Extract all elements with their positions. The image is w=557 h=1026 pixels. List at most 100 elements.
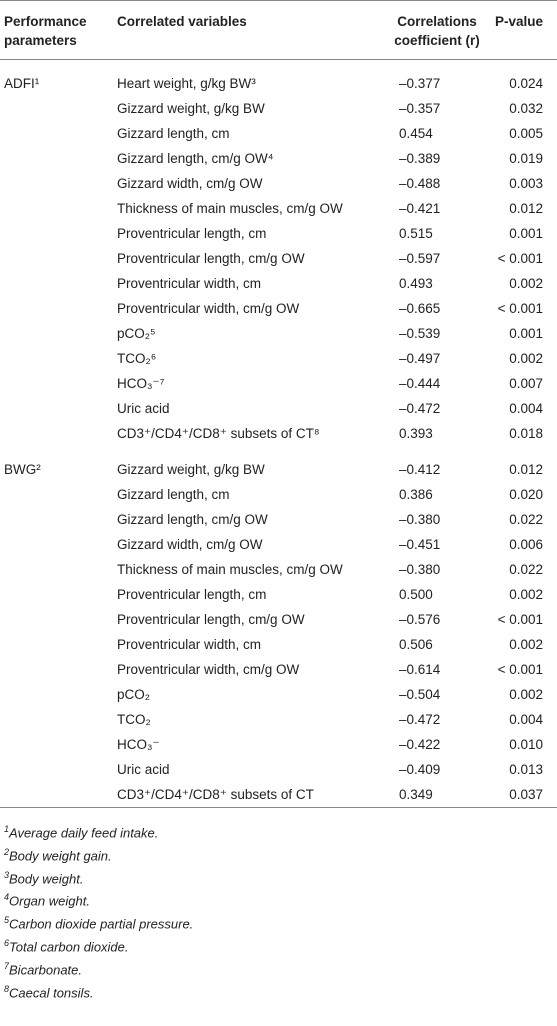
variable-cell: CD3⁺/CD4⁺/CD8⁺ subsets of CT — [117, 787, 314, 802]
table-row: Proventricular width, cm 0.493 0.002 — [0, 271, 557, 296]
data-table: Performance parameters Correlated variab… — [0, 0, 557, 808]
footnote-mark: 2 — [4, 846, 10, 857]
footnote-text: Total carbon dioxide. — [9, 939, 129, 955]
coefficient-cell: 0.506 — [399, 637, 433, 652]
table-row: HCO₃⁻ –0.422 0.010 — [0, 732, 557, 757]
table-row: pCO₂ –0.504 0.002 — [0, 682, 557, 707]
variable-cell: Proventricular width, cm — [117, 276, 262, 291]
variable-cell: CD3⁺/CD4⁺/CD8⁺ subsets of CT⁸ — [117, 426, 320, 441]
parameter-cell — [0, 271, 113, 296]
footnote-text: Caecal tonsils. — [9, 985, 94, 1001]
table-row: BWG² Gizzard weight, g/kg BW –0.412 0.012 — [0, 446, 557, 482]
p-value-cell: 0.002 — [509, 687, 543, 702]
table-row: Proventricular length, cm 0.500 0.002 — [0, 582, 557, 607]
parameter-cell — [0, 146, 113, 171]
footnote-mark: 6 — [4, 938, 10, 949]
variable-cell: HCO₃⁻ — [117, 737, 160, 752]
footnote-text: Average daily feed intake. — [9, 825, 159, 841]
coefficient-cell: –0.422 — [399, 737, 441, 752]
table-row: Thickness of main muscles, cm/g OW –0.380… — [0, 557, 557, 582]
p-value-cell: 0.002 — [509, 351, 543, 366]
table-row: Proventricular length, cm 0.515 0.001 — [0, 221, 557, 246]
coefficient-cell: –0.444 — [399, 376, 441, 391]
p-value-cell: 0.013 — [509, 762, 543, 777]
variable-cell: Proventricular length, cm/g OW — [117, 612, 305, 627]
parameter-cell — [0, 582, 113, 607]
table-row: Proventricular width, cm 0.506 0.002 — [0, 632, 557, 657]
parameter-cell — [0, 396, 113, 421]
header-cell: P-value — [494, 14, 543, 29]
variable-cell: Gizzard length, cm — [117, 126, 230, 141]
table-row: Gizzard length, cm 0.386 0.020 — [0, 482, 557, 507]
p-value-cell: 0.002 — [509, 587, 543, 602]
parameter-cell — [0, 532, 113, 557]
variable-cell: Uric acid — [117, 762, 170, 777]
parameter-cell — [0, 296, 113, 321]
footnote: 2Body weight gain. — [4, 843, 553, 866]
coefficient-cell: –0.357 — [399, 101, 441, 116]
parameter-cell — [0, 507, 113, 532]
table-row: Proventricular length, cm/g OW –0.576 < 0.… — [0, 607, 557, 632]
coefficient-cell: –0.472 — [399, 401, 441, 416]
variable-cell: TCO₂⁶ — [117, 351, 157, 366]
variable-cell: Gizzard length, cm — [117, 487, 230, 502]
parameter-cell: BWG² — [4, 462, 41, 477]
p-value-cell: 0.022 — [509, 562, 543, 577]
coefficient-cell: –0.472 — [399, 712, 441, 727]
table-row: TCO₂ –0.472 0.004 — [0, 707, 557, 732]
coefficient-cell: –0.504 — [399, 687, 441, 702]
footnotes: 1Average daily feed intake. 2Body weight … — [0, 808, 557, 1003]
coefficient-cell: –0.488 — [399, 176, 441, 191]
table-row: HCO₃⁻⁷ –0.444 0.007 — [0, 371, 557, 396]
table-row: Thickness of main muscles, cm/g OW –0.421… — [0, 196, 557, 221]
coefficient-cell: 0.493 — [399, 276, 433, 291]
parameter-cell — [0, 757, 113, 782]
footnote: 3Body weight. — [4, 866, 553, 889]
parameter-cell — [0, 96, 113, 121]
variable-cell: pCO₂⁵ — [117, 326, 156, 341]
coefficient-cell: –0.421 — [399, 201, 441, 216]
coefficient-cell: 0.515 — [399, 226, 433, 241]
parameter-cell — [0, 196, 113, 221]
footnote: 4Organ weight. — [4, 888, 553, 911]
p-value-cell: < 0.001 — [497, 251, 543, 266]
parameter-cell — [0, 557, 113, 582]
p-value-cell: 0.001 — [509, 226, 543, 241]
parameter-cell — [0, 321, 113, 346]
p-value-cell: 0.007 — [509, 376, 543, 391]
footnote-text: Body weight gain. — [9, 848, 112, 864]
coefficient-cell: –0.539 — [399, 326, 441, 341]
footnote-mark: 1 — [4, 824, 10, 834]
header-row: Performance parameters Correlated variab… — [0, 0, 557, 60]
table-body: ADFI¹ Heart weight, g/kg BW³ –0.377 0.024 Gi… — [0, 60, 557, 808]
footnote-mark: 3 — [4, 869, 10, 880]
footnote-mark: 7 — [4, 960, 10, 971]
parameter-cell — [0, 607, 113, 632]
variable-cell: HCO₃⁻⁷ — [117, 376, 165, 391]
coefficient-cell: –0.412 — [399, 462, 441, 477]
coefficient-cell: 0.393 — [399, 426, 433, 441]
variable-cell: pCO₂ — [117, 687, 150, 702]
table-row: Proventricular length, cm/g OW –0.597 < 0.… — [0, 246, 557, 271]
variable-cell: Gizzard weight, g/kg BW — [117, 101, 265, 116]
parameter-cell — [0, 632, 113, 657]
variable-cell: Gizzard width, cm/g OW — [117, 537, 263, 552]
table-row: Proventricular width, cm/g OW –0.614 < 0.0… — [0, 657, 557, 682]
p-value-cell: 0.032 — [509, 101, 543, 116]
table-row: TCO₂⁶ –0.497 0.002 — [0, 346, 557, 371]
variable-cell: Thickness of main muscles, cm/g OW — [117, 201, 343, 216]
parameter-cell — [0, 246, 113, 271]
footnote: 7Bicarbonate. — [4, 957, 553, 980]
p-value-cell: 0.012 — [509, 462, 543, 477]
coefficient-cell: –0.576 — [399, 612, 441, 627]
table-row: Uric acid –0.409 0.013 — [0, 757, 557, 782]
p-value-cell: 0.024 — [509, 76, 543, 91]
table-row: CD3⁺/CD4⁺/CD8⁺ subsets of CT 0.349 0.037 — [0, 782, 557, 808]
parameter-cell — [0, 707, 113, 732]
coefficient-cell: –0.497 — [399, 351, 441, 366]
variable-cell: Gizzard weight, g/kg BW — [117, 462, 265, 477]
table-row: Gizzard length, cm/g OW –0.380 0.022 — [0, 507, 557, 532]
variable-cell: Proventricular width, cm/g OW — [117, 662, 300, 677]
